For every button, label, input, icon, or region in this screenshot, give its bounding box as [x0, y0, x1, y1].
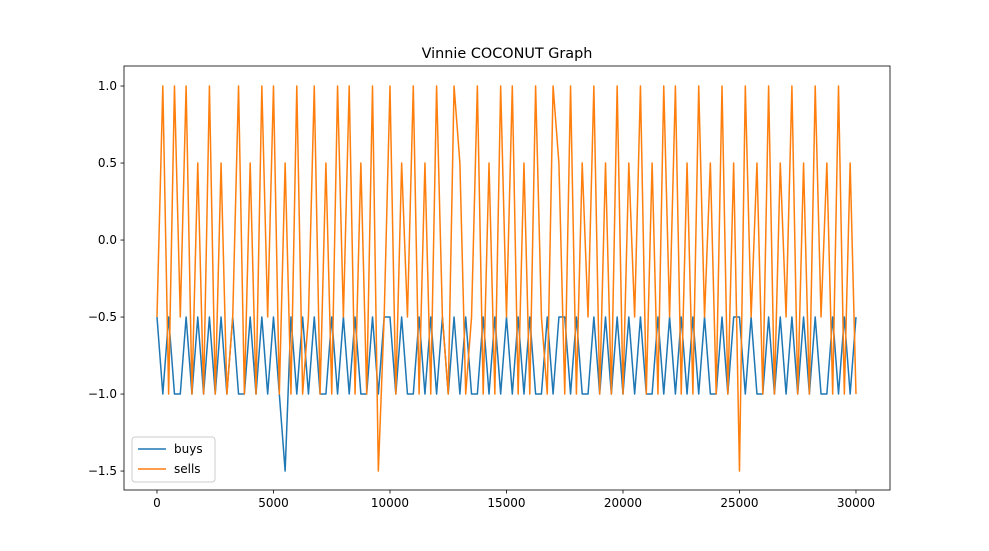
y-tick-label: −0.5 [88, 310, 117, 324]
x-tick-label: 10000 [371, 496, 409, 510]
chart-title: Vinnie COCONUT Graph [422, 46, 593, 62]
y-tick-label: 0.5 [98, 156, 117, 170]
x-tick-label: 20000 [604, 496, 642, 510]
x-tick-label: 0 [153, 496, 161, 510]
y-tick-label: 1.0 [98, 79, 117, 93]
x-tick-label: 15000 [487, 496, 525, 510]
y-tick-label: 0.0 [98, 233, 117, 247]
x-tick-label: 30000 [837, 496, 875, 510]
y-tick-label: −1.5 [88, 464, 117, 478]
x-tick-label: 25000 [720, 496, 758, 510]
legend-label: sells [174, 462, 201, 476]
legend-label: buys [174, 442, 203, 456]
y-tick-label: −1.0 [88, 387, 117, 401]
x-tick-label: 5000 [258, 496, 289, 510]
plot-frame [123, 65, 891, 491]
line-series [156, 85, 857, 472]
